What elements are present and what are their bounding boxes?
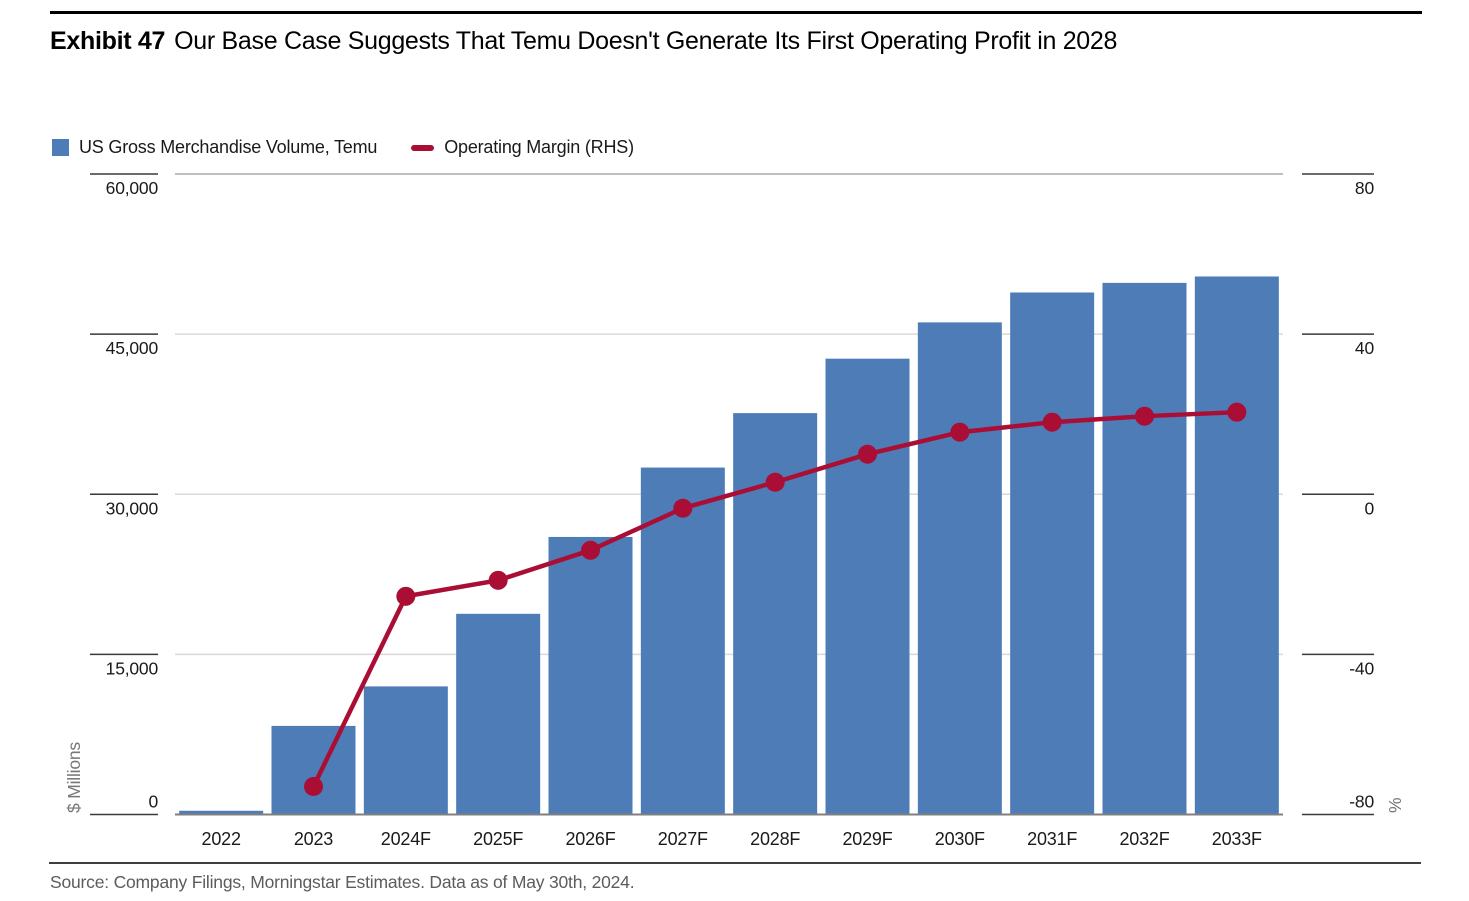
left-axis-label-30,000: 30,000 <box>106 498 159 518</box>
margin-point-2030F <box>950 422 970 442</box>
line-series-swatch-icon <box>411 144 435 151</box>
x-label-2024F: 2024F <box>381 829 431 849</box>
exhibit-title-text: Our Base Case Suggests That Temu Doesn't… <box>174 27 1118 55</box>
margin-point-2033F <box>1227 402 1247 422</box>
source-note: Source: Company Filings, Morningstar Est… <box>50 872 635 892</box>
x-label-2032F: 2032F <box>1119 829 1169 849</box>
bar-2033F <box>1194 276 1279 815</box>
legend-item-gmv: US Gross Merchandise Volume, Temu <box>52 137 377 158</box>
right-axis-unit-label: % <box>1385 798 1405 813</box>
left-axis-label-0: 0 <box>148 792 158 812</box>
left-axis-label-45,000: 45,000 <box>106 338 159 358</box>
x-label-2023: 2023 <box>294 829 333 849</box>
right-axis-label-40: 40 <box>1355 338 1375 358</box>
top-divider <box>50 11 1422 14</box>
legend-label-operating-margin: Operating Margin (RHS) <box>444 137 634 157</box>
bar-2026F <box>548 536 633 815</box>
bar-2024F <box>363 686 448 815</box>
bar-2027F <box>640 467 725 815</box>
bar-2022 <box>179 810 264 815</box>
margin-point-2023 <box>304 776 323 796</box>
bar-2025F <box>456 613 541 815</box>
x-label-2027F: 2027F <box>658 829 708 849</box>
exhibit-title: Exhibit 47 Our Base Case Suggests That Te… <box>50 27 1430 56</box>
margin-point-2025F <box>488 570 508 590</box>
margin-point-2027F <box>673 498 693 518</box>
x-label-2029F: 2029F <box>842 829 892 849</box>
legend-label-gmv: US Gross Merchandise Volume, Temu <box>79 137 378 157</box>
exhibit-number: Exhibit 47 <box>50 27 166 55</box>
right-axis-label-0: 0 <box>1364 498 1374 518</box>
bar-2023 <box>271 725 356 815</box>
legend-item-operating-margin: Operating Margin (RHS) <box>411 137 634 158</box>
bar-2029F <box>825 358 910 815</box>
bar-2031F <box>1010 292 1095 815</box>
right-axis-label--40: -40 <box>1349 658 1374 678</box>
margin-point-2024F <box>396 586 416 606</box>
chart-legend: US Gross Merchandise Volume, Temu Operat… <box>52 137 634 158</box>
x-label-2025F: 2025F <box>473 829 523 849</box>
margin-point-2031F <box>1042 412 1062 432</box>
x-label-2031F: 2031F <box>1027 829 1077 849</box>
x-label-2030F: 2030F <box>935 829 985 849</box>
bar-2030F <box>917 322 1002 815</box>
margin-point-2032F <box>1135 406 1154 426</box>
bottom-divider <box>49 862 1421 864</box>
margin-point-2028F <box>765 472 785 492</box>
x-label-2028F: 2028F <box>750 829 800 849</box>
bar-2032F <box>1102 282 1187 815</box>
right-axis-label--80: -80 <box>1349 792 1374 812</box>
bar-series-swatch-icon <box>52 139 69 156</box>
left-axis-label-15,000: 15,000 <box>106 658 159 678</box>
margin-point-2029F <box>858 444 877 464</box>
x-label-2022: 2022 <box>202 829 241 849</box>
margin-point-2026F <box>581 540 600 560</box>
left-axis-label-60,000: 60,000 <box>106 178 159 198</box>
left-axis-unit-label: $ Millions <box>64 742 84 813</box>
x-label-2033F: 2033F <box>1212 829 1262 849</box>
right-axis-label-80: 80 <box>1355 178 1375 198</box>
x-label-2026F: 2026F <box>565 829 615 849</box>
